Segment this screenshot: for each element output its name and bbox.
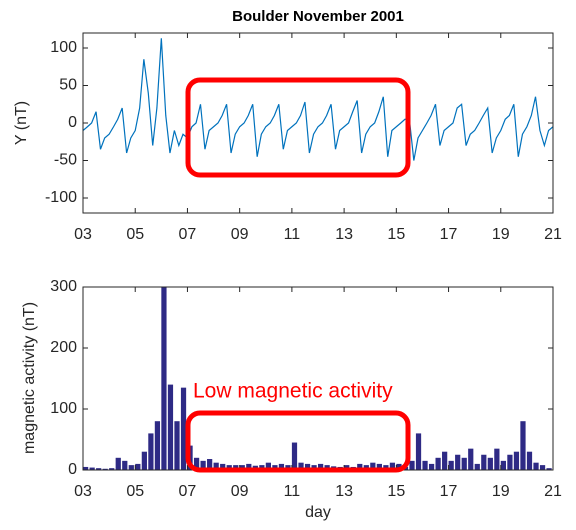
y-axis-label: Y (nT)	[13, 101, 30, 145]
bar	[109, 468, 115, 470]
chart-title: Boulder November 2001	[232, 8, 404, 25]
bar	[526, 451, 533, 470]
bar	[507, 454, 513, 470]
highlight-box	[185, 410, 411, 473]
bar	[291, 442, 298, 470]
x-tick-label: 05	[126, 483, 144, 500]
x-tick-label: 21	[544, 483, 562, 500]
x-tick-label: 03	[74, 226, 92, 243]
bar	[494, 448, 500, 470]
bar	[148, 433, 154, 470]
bar	[376, 463, 382, 470]
y-tick-label: -50	[54, 152, 77, 169]
axes-box	[82, 32, 554, 214]
x-tick-label: 17	[440, 226, 458, 243]
bar	[422, 460, 428, 470]
x-tick-label: 19	[492, 226, 510, 243]
bar	[102, 468, 108, 470]
bar	[89, 467, 95, 470]
bar	[193, 457, 200, 470]
plots: 03 05 07 09 11 13 15 17 19 21 -100 -50 0 50 100 03 05 07 0…	[45, 32, 562, 500]
bar	[428, 463, 435, 470]
bar	[154, 421, 161, 470]
bar	[435, 457, 441, 470]
bar	[520, 421, 526, 470]
bar	[455, 454, 461, 470]
y-tick-label: 0	[68, 461, 77, 478]
x-axis-label: day	[305, 504, 331, 521]
bar	[96, 468, 102, 470]
bar	[278, 463, 285, 470]
x-tick-label: 07	[179, 483, 197, 500]
bar	[122, 460, 128, 470]
y-tick-label: 100	[50, 39, 77, 56]
bar	[442, 451, 448, 470]
bar	[135, 463, 141, 470]
data-line	[82, 38, 554, 161]
x-tick-label: 21	[544, 226, 562, 243]
x-tick-label: 19	[492, 483, 510, 500]
bar	[318, 463, 324, 470]
bar	[474, 463, 480, 470]
bar	[167, 384, 174, 470]
bar	[448, 460, 454, 470]
bar	[141, 451, 147, 470]
y-tick-label: 0	[68, 114, 77, 131]
bar	[298, 462, 304, 470]
bar	[468, 448, 474, 470]
bar	[161, 287, 167, 470]
bar	[481, 454, 487, 470]
bar	[304, 463, 311, 470]
x-tick-label: 13	[335, 226, 353, 243]
x-tick-label: 09	[231, 483, 249, 500]
bar	[220, 463, 226, 470]
bar	[207, 459, 213, 470]
bar	[357, 463, 363, 470]
bar	[213, 462, 219, 470]
y-tick-label: 300	[50, 278, 77, 295]
x-tick-label: 15	[387, 226, 405, 243]
bar	[546, 468, 552, 470]
annotation: Low magnetic activity	[193, 380, 393, 403]
x-tick-label: 05	[126, 226, 144, 243]
bar	[533, 462, 539, 470]
bar	[370, 462, 376, 470]
bar	[539, 465, 546, 470]
bar	[461, 457, 467, 470]
bar	[180, 387, 187, 470]
bar	[396, 463, 402, 470]
bar	[513, 451, 520, 470]
y-tick-label: 200	[50, 339, 77, 356]
bar	[487, 457, 493, 470]
bar	[389, 462, 396, 470]
bar	[409, 460, 415, 470]
x-tick-label: 13	[335, 483, 353, 500]
y-axis-label: magnetic activity (nT)	[21, 302, 38, 454]
bar	[500, 460, 506, 470]
x-tick-label: 03	[74, 483, 92, 500]
x-tick-label: 09	[231, 226, 249, 243]
y-tick-label: -100	[45, 189, 77, 206]
bar	[415, 433, 422, 470]
x-tick-label: 15	[387, 483, 405, 500]
x-tick-label: 11	[284, 226, 301, 243]
bar	[115, 457, 121, 470]
highlight-box	[185, 77, 411, 178]
y-tick-label: 100	[50, 400, 77, 417]
bar	[174, 421, 180, 470]
x-tick-label: 07	[179, 226, 197, 243]
x-tick-label: 11	[284, 483, 301, 500]
bar	[200, 460, 206, 470]
y-tick-label: 50	[59, 77, 77, 94]
bar	[83, 466, 89, 470]
bar	[265, 462, 271, 470]
bar	[246, 463, 252, 470]
x-tick-label: 17	[440, 483, 458, 500]
bar	[128, 465, 134, 470]
